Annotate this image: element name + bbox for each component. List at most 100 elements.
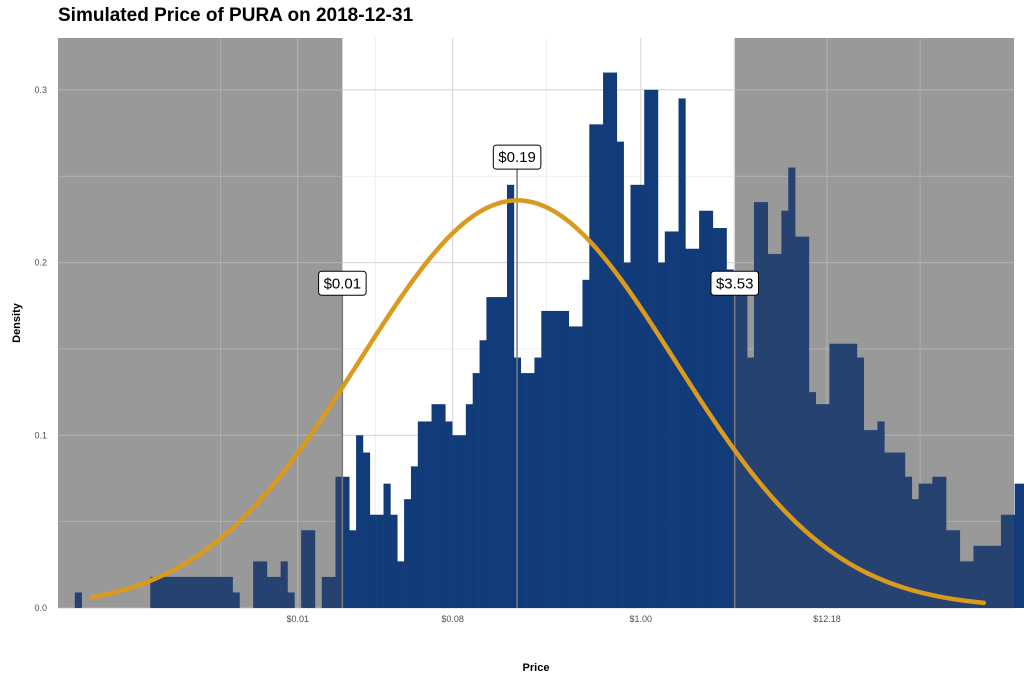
histogram-bar (994, 545, 1002, 608)
histogram-bar (822, 404, 830, 608)
histogram-bar (170, 576, 179, 608)
histogram-bar (952, 530, 961, 608)
callout-0: $0.01 (318, 270, 367, 296)
histogram-bar (555, 310, 563, 608)
callout-label: $0.19 (498, 149, 536, 166)
histogram-bar (781, 210, 789, 608)
histogram-bar (904, 476, 913, 608)
x-axis-title: Price (523, 662, 550, 674)
density-curve-line (89, 198, 987, 606)
histogram-bar (1014, 483, 1022, 608)
histogram-bar (74, 592, 82, 608)
histogram-bars (74, 72, 1024, 609)
histogram-bar (644, 89, 652, 609)
histogram-bar (836, 343, 844, 608)
histogram-bar (575, 326, 583, 608)
shade-overlay (58, 38, 1014, 608)
histogram-bar (582, 279, 590, 608)
callout-box (710, 270, 760, 296)
histogram-bar (801, 236, 810, 609)
histogram-bar (616, 141, 624, 609)
histogram-bar (959, 561, 967, 608)
histogram-bar (815, 404, 823, 608)
y-tick-label: 0.2 (34, 258, 47, 268)
callouts: $0.01 $0.19 $3.53 (318, 144, 760, 296)
histogram-bar (795, 236, 803, 609)
histogram-bar (301, 530, 309, 608)
histogram-bar (472, 373, 480, 608)
histogram-bar (424, 421, 432, 608)
histogram-bar (349, 530, 357, 608)
histogram-bar (966, 561, 974, 608)
histogram-bar (568, 326, 576, 608)
histogram-bar (225, 576, 233, 608)
histogram-bar (431, 404, 439, 608)
histogram-bar (410, 466, 419, 608)
histogram-bar (150, 576, 158, 608)
shaded-overlay-0 (58, 38, 343, 608)
histogram-bar (362, 452, 371, 608)
histogram-bar (445, 421, 453, 608)
histogram-bar (856, 357, 865, 608)
histogram-bar (335, 476, 343, 608)
histogram-bar (932, 476, 940, 608)
histogram-bar (452, 435, 460, 608)
y-tick-label: 0.1 (34, 430, 47, 440)
y-tick-label: 0.3 (34, 85, 47, 95)
histogram-bar (157, 576, 165, 608)
histogram-bar (198, 576, 206, 608)
histogram-bar (342, 476, 350, 608)
histogram-bar (884, 452, 892, 608)
histogram-bar (1021, 483, 1024, 608)
histogram-bar (253, 561, 261, 608)
histogram-bar (712, 228, 720, 608)
histogram-bar (973, 545, 981, 608)
histogram-bar (939, 476, 947, 608)
histogram-bar (507, 184, 515, 608)
histogram-bar (205, 576, 213, 608)
histogram-bar (596, 124, 604, 608)
histogram-bar (1000, 514, 1009, 608)
histogram-bar (404, 499, 412, 608)
histogram-bar (877, 421, 885, 608)
density-curve (89, 198, 987, 606)
histogram-bar (987, 545, 995, 608)
histogram-bar (218, 576, 227, 608)
histogram-bar (589, 124, 597, 608)
chart-title: Simulated Price of PURA on 2018-12-31 (58, 5, 414, 26)
histogram-bar (843, 343, 851, 608)
histogram-bar (500, 297, 508, 608)
x-tick-label: $0.01 (286, 614, 309, 624)
histogram-bar (898, 452, 906, 608)
histogram-bar (548, 310, 556, 608)
histogram-bar (760, 202, 768, 608)
histogram-bar (527, 373, 535, 608)
histogram-bar (767, 253, 775, 608)
histogram-bar (685, 248, 693, 608)
histogram-bar (308, 530, 316, 608)
histogram-bar (788, 167, 796, 608)
histogram-bar (603, 72, 611, 608)
histogram-bar (808, 392, 817, 608)
histogram-bar (376, 514, 384, 608)
x-axis-ticks: $0.01 $0.08 $1.00 $12.18 (286, 614, 840, 624)
callout-label: $0.01 (324, 275, 362, 292)
histogram-bar (1007, 514, 1015, 608)
histogram-bar (479, 340, 487, 608)
histogram-bar (163, 576, 172, 608)
histogram-bar (328, 576, 336, 608)
histogram-bar (651, 89, 659, 609)
histogram-bar (946, 530, 954, 608)
histogram-bar (911, 499, 919, 608)
histogram-bar (465, 404, 473, 608)
histogram-bar (541, 310, 549, 608)
histogram-bar (671, 231, 679, 609)
histogram-bar (458, 435, 467, 608)
histogram-bar (664, 231, 672, 609)
histogram-bar (417, 421, 425, 608)
histogram-bar (863, 430, 871, 608)
histogram-bar (287, 592, 295, 608)
histogram-bar (383, 483, 391, 608)
histogram-bar (747, 357, 755, 608)
